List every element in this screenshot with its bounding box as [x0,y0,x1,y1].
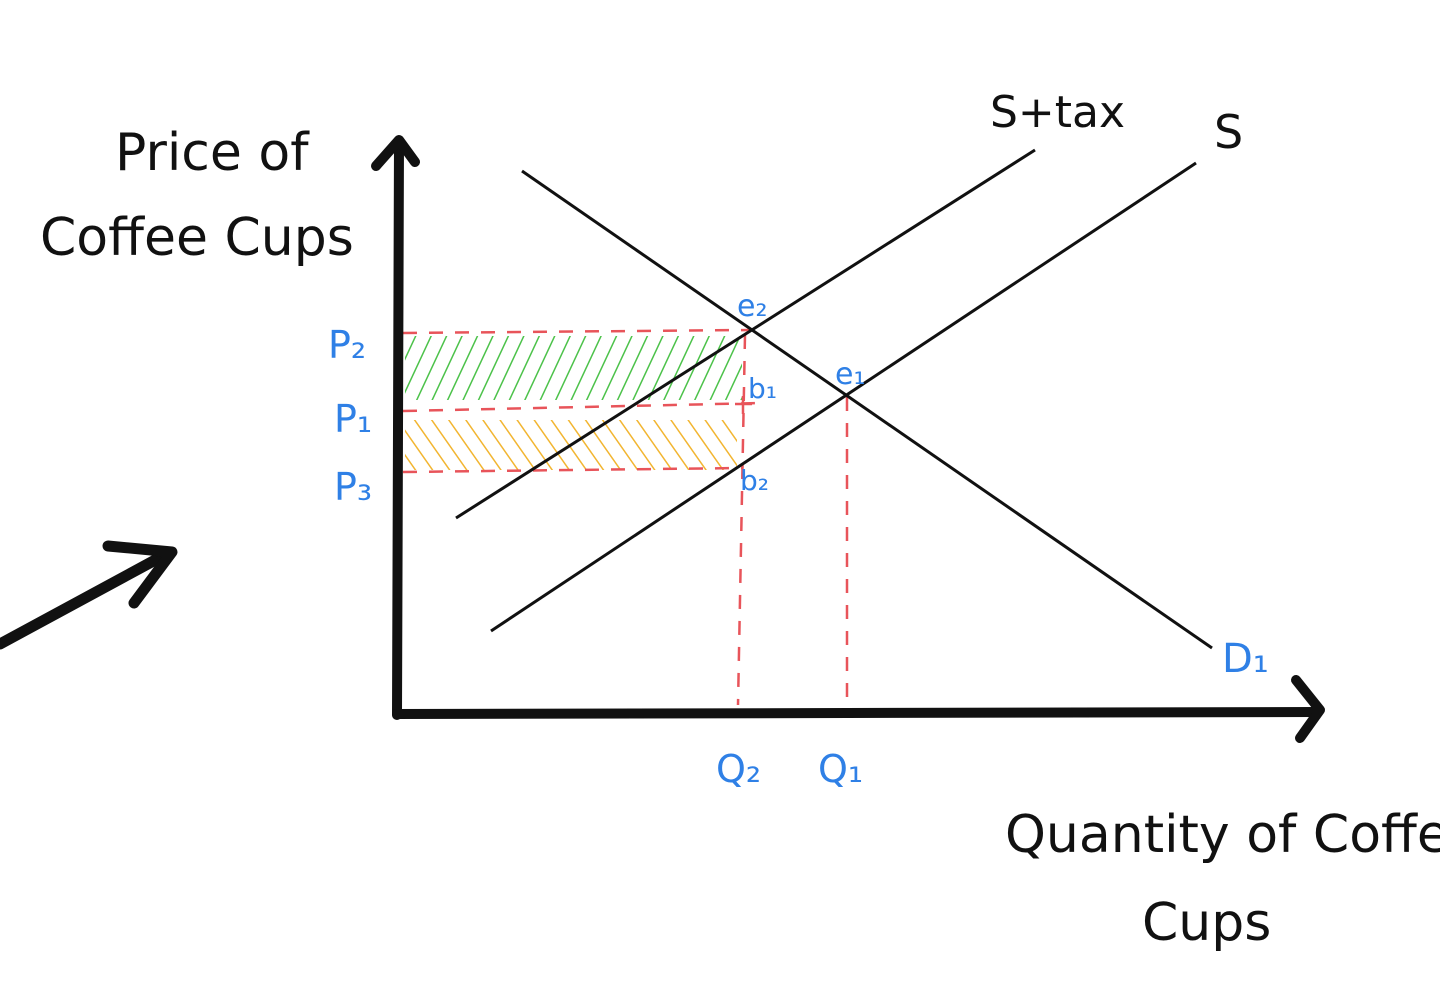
x-axis-label-line2: Cups [1142,893,1271,953]
axes [371,135,1325,743]
p3-label: P₃ [334,465,372,509]
p1-label: P₁ [334,397,372,441]
y-axis-arrowhead [371,135,420,171]
q1-label: Q₁ [818,747,863,791]
supply-label: S [1214,105,1243,159]
y-axis-label-line1: Price of [115,123,310,183]
demand-label: D₁ [1222,636,1269,682]
p1-guide [402,401,763,413]
p2-label: P₂ [328,323,366,367]
demand-curve [521,169,1213,650]
supply-curve [490,161,1197,633]
e1-label: e₁ [835,357,865,392]
e2-label: e₂ [737,289,767,324]
b2-label: b₂ [740,464,769,497]
b1-tick [735,396,752,414]
y-axis-label-line2: Coffee Cups [40,208,354,268]
supply-plus-tax-label: S+tax [990,87,1125,138]
p3-guide [402,466,743,474]
x-axis-arrowhead [1291,675,1325,743]
pointer-arrow [0,540,178,650]
x-axis-label-line1: Quantity of Coffee [1005,805,1440,865]
supply-plus-tax-curve [455,148,1036,520]
x-axis [392,707,1323,719]
b1-label: b₁ [748,372,777,405]
consumer-tax-burden-area [405,336,742,400]
p2-guide [402,328,751,335]
y-axis [392,137,404,720]
q2-label: Q₂ [716,747,761,791]
